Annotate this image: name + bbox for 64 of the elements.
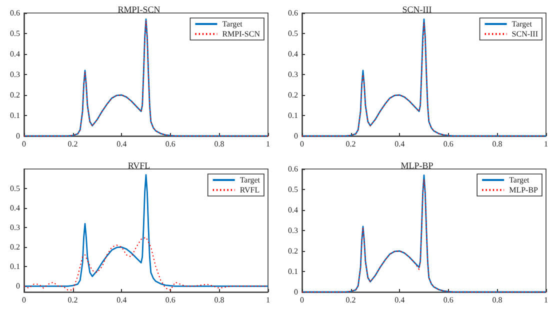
y-tick-label: 0.2 <box>10 242 20 252</box>
y-tick-label: 0.3 <box>288 226 298 235</box>
y-tick-label: 0.4 <box>10 50 20 58</box>
x-tick-label: 0 <box>300 296 304 304</box>
x-tick-label: 0.4 <box>394 140 405 148</box>
x-tick-label: 1 <box>544 140 548 148</box>
legend-label: SCN-III <box>512 30 538 38</box>
y-tick-label: 0.4 <box>288 50 298 58</box>
legend-label: Target <box>240 176 261 184</box>
x-tick-label: 0.4 <box>116 296 127 304</box>
legend-label: RVFL <box>240 186 260 194</box>
y-tick-label: 0.1 <box>288 111 298 120</box>
x-tick-label: 0.6 <box>165 140 176 148</box>
x-tick-label: 1 <box>266 296 270 304</box>
x-tick-label: 0 <box>22 296 26 304</box>
y-tick-label: 0.1 <box>10 111 20 120</box>
y-tick-label: 0 <box>294 288 298 296</box>
y-tick-label: 0.6 <box>10 8 20 18</box>
y-tick-label: 0.2 <box>288 90 298 100</box>
y-tick-label: 0.5 <box>10 29 20 38</box>
x-tick-label: 0 <box>22 140 26 148</box>
y-tick-label: 0.3 <box>10 70 20 79</box>
y-tick-label: 0.4 <box>10 204 20 213</box>
x-tick-label: 0.8 <box>214 140 224 148</box>
y-tick-label: 0.3 <box>288 70 298 79</box>
y-tick-label: 0.5 <box>288 29 298 38</box>
x-tick-label: 0 <box>300 140 304 148</box>
chart-title: MLP-BP <box>400 160 434 170</box>
x-tick-label: 0.2 <box>68 140 78 148</box>
y-tick-label: 0 <box>16 132 20 140</box>
x-tick-label: 1 <box>544 296 548 304</box>
legend-label: Target <box>509 176 530 184</box>
y-tick-label: 0.1 <box>288 267 298 276</box>
y-tick-label: 0.5 <box>10 184 20 194</box>
x-tick-label: 0.8 <box>492 296 502 304</box>
x-tick-label: 0.2 <box>346 296 356 304</box>
y-tick-label: 0.1 <box>10 262 20 272</box>
line-series <box>23 174 269 287</box>
x-tick-label: 0.6 <box>443 140 454 148</box>
x-tick-label: 0.8 <box>214 296 224 304</box>
legend-label: MLP-BP <box>509 186 539 194</box>
x-tick-label: 1 <box>266 140 270 148</box>
y-tick-label: 0 <box>16 282 20 291</box>
y-tick-label: 0.4 <box>288 206 298 214</box>
y-tick-label: 0.5 <box>288 185 298 194</box>
y-tick-label: 0.6 <box>288 164 298 174</box>
x-tick-label: 0.6 <box>443 296 454 304</box>
chart-title: SCN-III <box>402 4 432 14</box>
legend-label: RMPI-SCN <box>222 30 260 38</box>
x-tick-label: 0.8 <box>492 140 502 148</box>
y-tick-label: 0.6 <box>288 8 298 18</box>
legend-label: Target <box>512 20 533 28</box>
y-tick-label: 0 <box>294 132 298 140</box>
x-tick-label: 0.4 <box>116 140 127 148</box>
legend-label: Target <box>222 20 244 28</box>
x-tick-label: 0.4 <box>394 296 405 304</box>
y-tick-label: 0.2 <box>288 246 298 256</box>
chart-title: RVFL <box>128 160 150 170</box>
x-tick-label: 0.6 <box>165 296 176 304</box>
chart-title: RMPI-SCN <box>118 4 161 14</box>
x-tick-label: 0.2 <box>346 140 356 148</box>
y-tick-label: 0.3 <box>10 223 20 232</box>
x-tick-label: 0.2 <box>68 296 78 304</box>
y-tick-label: 0.2 <box>10 90 20 100</box>
